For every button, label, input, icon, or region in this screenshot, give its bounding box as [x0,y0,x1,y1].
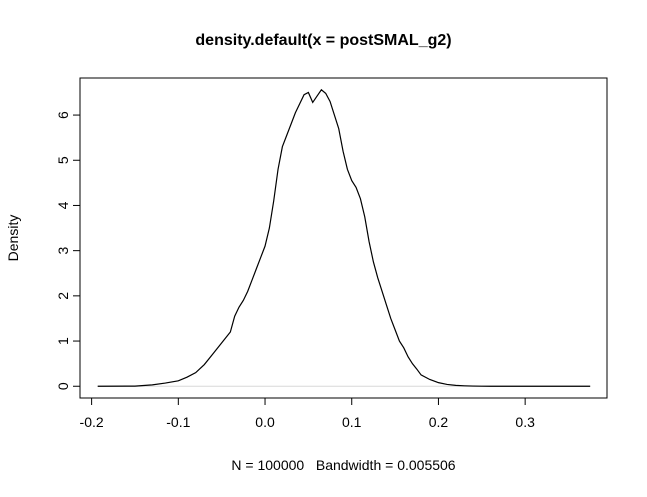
x-tick-label: -0.1 [166,414,190,430]
x-tick-label: 0.3 [515,414,535,430]
plot-frame [79,77,608,399]
x-axis: -0.2 -0.1 0.0 0.1 0.2 0.3 [80,397,535,430]
y-tick-label: 5 [55,156,71,164]
y-tick-label: 6 [55,111,71,119]
density-curve [97,88,591,387]
x-tick-label: 0.0 [255,414,275,430]
x-axis-label: N = 100000 Bandwidth = 0.005506 [231,457,456,473]
chart-title: density.default(x = postSMAL_g2) [195,32,452,49]
y-tick-label: 2 [55,292,71,300]
x-tick-label: 0.2 [429,414,449,430]
y-axis-label: Density [5,214,21,262]
x-tick-label: 0.1 [342,414,362,430]
y-tick-label: 4 [55,201,71,209]
y-tick-label: 1 [55,337,71,345]
y-tick-label: 3 [55,247,71,255]
y-axis: 0 1 2 3 4 5 6 [55,111,81,390]
y-tick-label: 0 [55,382,71,390]
x-tick-label: -0.2 [80,414,104,430]
